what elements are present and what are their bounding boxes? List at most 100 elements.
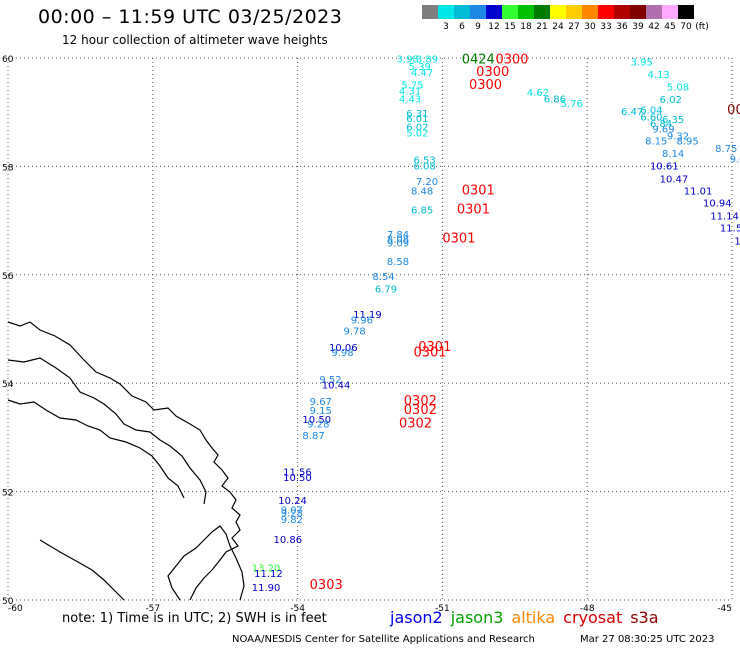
- wave-height-label: 11.14: [710, 212, 739, 223]
- scale-swatch: [486, 5, 502, 19]
- scale-label: 33: [600, 22, 612, 32]
- pass-time-label: 0302: [404, 403, 437, 418]
- pass-time-label: 0301: [442, 231, 475, 246]
- wave-height-label: 6.85: [411, 206, 433, 217]
- wave-height-label: 3.89: [416, 54, 438, 65]
- wave-height-label: 4.31: [399, 86, 421, 97]
- wave-height-label: 9.32: [667, 131, 689, 142]
- wave-height-label: 5.08: [667, 83, 689, 94]
- footer-note: note: 1) Time is in UTC; 2) SWH is in fe…: [62, 611, 327, 626]
- wave-height-label: 10.47: [660, 175, 689, 186]
- pass-time-label: 0301: [457, 203, 490, 218]
- scale-swatch: [662, 5, 678, 19]
- wave-height-label: 3.95: [631, 58, 653, 69]
- legend-s3a: s3a: [630, 608, 659, 627]
- scale-swatch: [502, 5, 518, 19]
- wave-height-label: 11.01: [684, 187, 713, 198]
- wave-height-label: 10.24: [278, 496, 307, 507]
- wave-height-label: 10.61: [650, 162, 679, 173]
- coastline: [7, 321, 245, 601]
- wave-height-label: 11.56: [283, 467, 312, 478]
- wave-height-label: 8.08: [387, 234, 409, 245]
- pass-time-label: 0424: [462, 52, 495, 67]
- map-subtitle: 12 hour collection of altimeter wave hei…: [62, 33, 328, 47]
- wave-height-label: 9.09: [387, 239, 409, 250]
- scale-unit: (ft): [695, 22, 709, 32]
- scale-swatch: [582, 5, 598, 19]
- wave-height-label: 5.39: [409, 62, 431, 73]
- wave-height-label: 6.60: [640, 112, 662, 123]
- wave-height-label: 11.19: [353, 310, 382, 321]
- pass-time-label: 0302: [399, 417, 432, 432]
- scale-label: 30: [584, 22, 596, 32]
- scale-label: 6: [459, 22, 465, 32]
- satellite-legend: jason2 jason3 altika cryosat s3a: [390, 608, 667, 627]
- labrador-coastline: [7, 321, 241, 601]
- scale-swatch: [438, 5, 454, 19]
- lat-lon-grid: 60 58 56 54 52 50-60 -57 -54 -51 -48 -45: [2, 55, 733, 614]
- lon-label: -45: [717, 604, 732, 614]
- wave-height-label: 8.14: [662, 149, 684, 160]
- wave-height-label: 5.75: [401, 80, 423, 91]
- scale-label: 42: [648, 22, 660, 32]
- wave-height-label: 6.01: [406, 114, 428, 125]
- pass-time-label: 0300: [469, 78, 502, 93]
- generation-timestamp: Mar 27 08:30:25 UTC 2023: [580, 634, 715, 645]
- wave-height-label: 5.76: [561, 99, 583, 110]
- wave-height-label: 10.86: [273, 535, 302, 546]
- wave-height-label: 9.52: [319, 375, 341, 386]
- lat-label: 50: [2, 597, 14, 607]
- lat-label: 56: [2, 272, 14, 282]
- lon-label: -54: [290, 604, 305, 614]
- wave-height-label: 10.06: [329, 343, 358, 354]
- wave-height-label: 9.78: [343, 326, 365, 337]
- lon-label: -48: [580, 604, 595, 614]
- interior-shore: [39, 539, 125, 601]
- wave-height-label: 8.54: [372, 272, 394, 283]
- wave-height-label: 6.53: [413, 156, 435, 167]
- wave-height-label: 8.75: [715, 144, 737, 155]
- scale-swatch: [614, 5, 630, 19]
- wave-height-label: 8.95: [676, 137, 698, 148]
- pass-time-label: 0303: [310, 578, 343, 593]
- wave-height-label: 8.58: [387, 257, 409, 268]
- scale-swatch: [550, 5, 566, 19]
- wave-height-label: 6.86: [544, 94, 566, 105]
- scale-label: 36: [616, 22, 628, 32]
- scale-swatch: [678, 5, 694, 19]
- legend-jason3: jason3: [450, 608, 504, 627]
- wave-height-label: 10.44: [322, 381, 351, 392]
- wave-height-label: 9.67: [310, 397, 332, 408]
- wave-height-label: 7.20: [416, 177, 438, 188]
- wave-height-label: 6.84: [650, 119, 672, 130]
- wave-height-label: 9.07: [281, 505, 303, 516]
- labrador-coastline-inlet: [7, 357, 207, 505]
- scale-label: 9: [475, 22, 481, 32]
- wave-height-label: 11.52: [720, 223, 740, 234]
- newfoundland-coastline: [167, 525, 245, 601]
- pass-time-label: 0301: [413, 346, 446, 361]
- scale-label: 27: [568, 22, 580, 32]
- scale-label: 18: [520, 22, 532, 32]
- credit-line: NOAA/NESDIS Center for Satellite Applica…: [232, 634, 535, 645]
- lat-label: 60: [2, 55, 14, 65]
- scale-swatch: [534, 5, 550, 19]
- wave-height-label: 8.48: [411, 187, 433, 198]
- wave-height-label: 6.47: [621, 107, 643, 118]
- lat-label: 54: [2, 380, 14, 390]
- scale-label: 70: [680, 22, 692, 32]
- scale-label: 3: [443, 22, 449, 32]
- wave-height-label: 13.20: [252, 563, 281, 574]
- scale-swatch: [598, 5, 614, 19]
- wave-height-label: 9.96: [351, 316, 373, 327]
- scale-swatch: [470, 5, 486, 19]
- legend-jason2: jason2: [390, 608, 443, 627]
- scale-swatch: [566, 5, 582, 19]
- legend-altika: altika: [511, 608, 556, 627]
- wave-height-label: 6.31: [406, 109, 428, 120]
- scale-label: 24: [552, 22, 564, 32]
- pass-time-label: 0300: [476, 65, 509, 80]
- wave-height-label: 9.98: [331, 348, 353, 359]
